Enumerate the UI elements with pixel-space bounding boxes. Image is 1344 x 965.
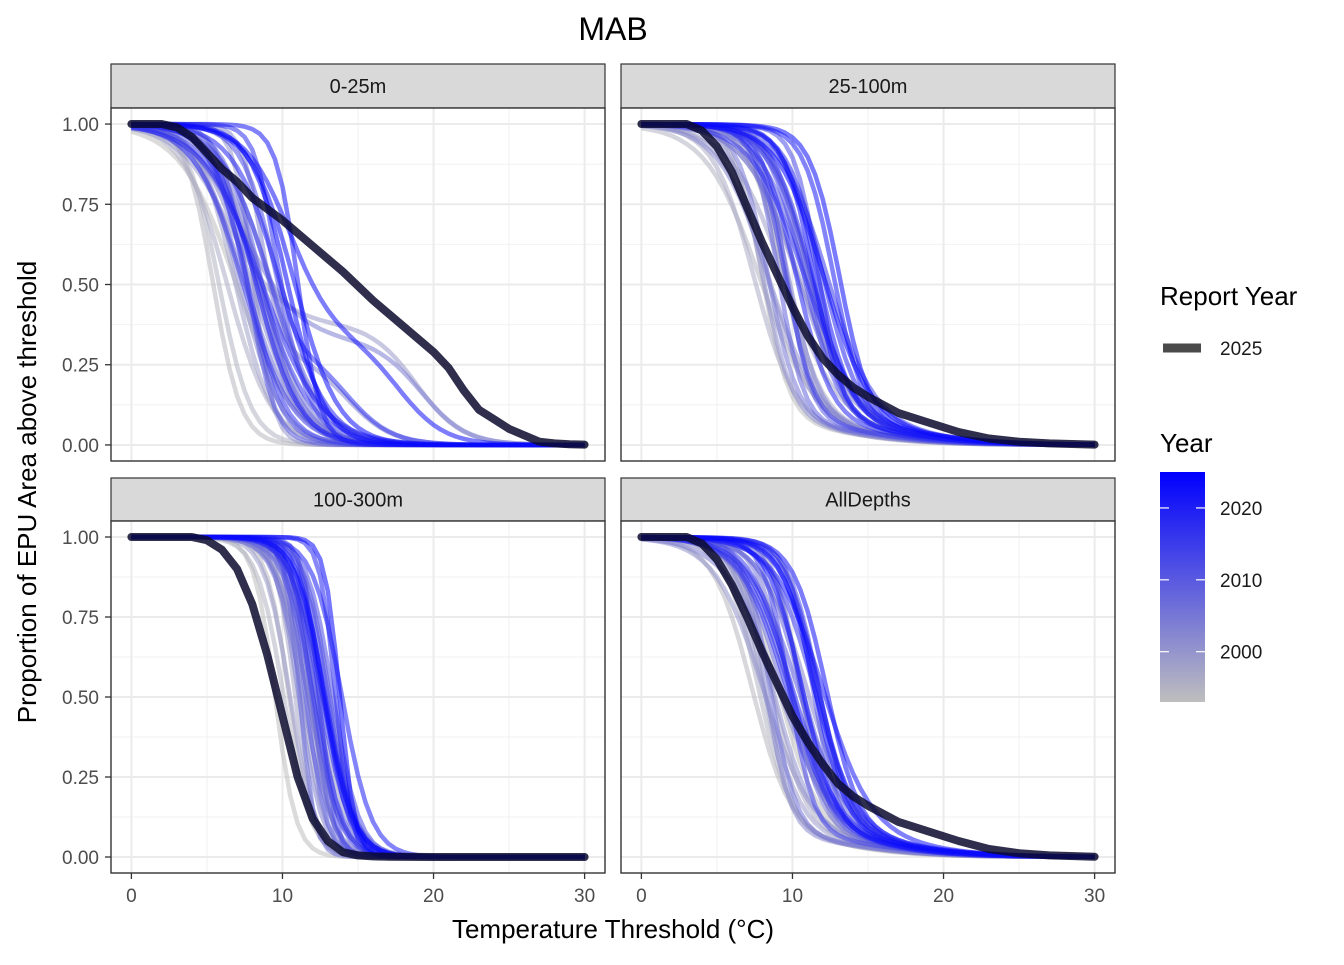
x-tick-label: 20 [423, 886, 444, 907]
x-tick-label: 30 [1084, 886, 1105, 907]
facet-strip-label: 0-25m [330, 76, 387, 98]
facet-strip-label: 25-100m [829, 76, 908, 98]
facet-panels: 0-25m 0.00 0.25 0.50 0.75 1.00 25-100m 100-300m… [62, 63, 1116, 907]
x-tick-label: 10 [272, 886, 293, 907]
y-tick-label: 0.25 [62, 356, 99, 377]
legend-year-title: Year [1160, 428, 1213, 458]
colorbar-tick-label: 2010 [1220, 571, 1262, 592]
facet-panel-0-25m: 0-25m 0.00 0.25 0.50 0.75 1.00 [62, 63, 606, 462]
series-line-2025 [127, 533, 589, 861]
year-curve-2024 [131, 121, 585, 448]
x-tick-label: 10 [782, 886, 803, 907]
year-curves [127, 120, 589, 449]
facet-strip [620, 477, 1116, 522]
facet-strip [620, 63, 1116, 109]
colorbar-tick-label: 2020 [1220, 499, 1262, 520]
year-curves [637, 533, 1099, 861]
legend-year: Year 2000 2010 2020 [1160, 428, 1262, 702]
y-tick-label: 0.75 [62, 195, 99, 216]
series-line-2025 [637, 120, 1099, 449]
x-tick-label: 30 [574, 886, 595, 907]
panel-border [620, 107, 1116, 462]
y-tick-label: 0.00 [62, 848, 99, 869]
year-colorbar-ticks: 2000 2010 2020 [1160, 499, 1262, 664]
facet-panel-AllDepths: AllDepths 0 10 20 30 [620, 477, 1116, 907]
x-tick-label: 0 [636, 886, 647, 907]
x-axis-title: Temperature Threshold (°C) [452, 914, 774, 944]
facet-panel-25-100m: 25-100m [620, 63, 1116, 462]
y-axis-title: Proportion of EPU Area above threshold [12, 261, 42, 724]
legend-report-year: Report Year 2025 [1160, 281, 1298, 360]
y-tick-label: 0.25 [62, 768, 99, 789]
year-colorbar [1160, 472, 1205, 702]
facet-panel-100-300m: 100-300m 0.00 0.25 0.50 0.75 1.00 0 10 20 30 [62, 477, 606, 907]
x-tick-label: 0 [126, 886, 137, 907]
facet-strip-label: AllDepths [825, 490, 911, 512]
y-tick-label: 0.75 [62, 608, 99, 629]
y-tick-label: 1.00 [62, 528, 99, 549]
chart-title: MAB [578, 11, 647, 47]
x-tick-label: 20 [933, 886, 954, 907]
y-tick-label: 0.00 [62, 436, 99, 457]
panel-border [620, 520, 1116, 874]
facet-strip [110, 63, 606, 109]
series-line-2025 [127, 120, 589, 449]
year-curves [127, 533, 589, 861]
colorbar-tick-label: 2000 [1220, 643, 1262, 664]
facet-strip-label: 100-300m [313, 490, 403, 512]
series-line-2025 [637, 533, 1099, 861]
y-tick-label: 0.50 [62, 688, 99, 709]
facet-strip [110, 477, 606, 522]
year-curves [637, 120, 1099, 449]
legend-report-year-label: 2025 [1220, 339, 1262, 360]
y-tick-label: 0.50 [62, 276, 99, 297]
legend-report-year-title: Report Year [1160, 281, 1298, 311]
y-tick-label: 1.00 [62, 115, 99, 136]
